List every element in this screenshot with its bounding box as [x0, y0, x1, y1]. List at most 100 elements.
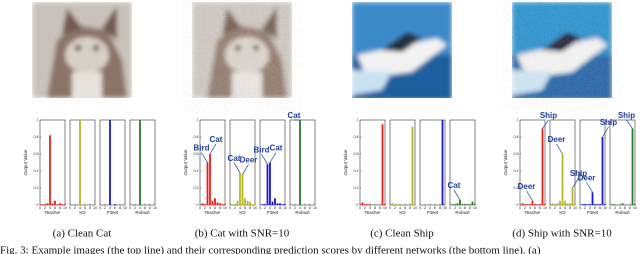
y-tick-label: 1 — [357, 118, 359, 122]
bar — [271, 201, 274, 205]
bar — [251, 204, 254, 205]
y-axis-label: Output Value — [183, 149, 188, 175]
bar — [366, 204, 369, 205]
subplot-label: KD — [399, 210, 406, 215]
x-tick-label: 6 — [274, 206, 276, 210]
bar — [589, 204, 591, 205]
bar — [361, 202, 364, 205]
x-tick-label: 10 — [123, 206, 127, 210]
y-tick-label: 0.6 — [514, 152, 519, 156]
bar — [611, 204, 614, 205]
subplot-label: Robust — [135, 210, 150, 215]
x-tick-label: 0 — [519, 206, 521, 210]
x-tick-label: 6 — [374, 206, 376, 210]
annotation-arrow — [572, 177, 579, 189]
bar — [279, 203, 281, 205]
x-tick-label: 2 — [424, 206, 426, 210]
axes-frame — [449, 119, 476, 206]
bar — [224, 204, 226, 205]
x-tick-label: 4 — [209, 206, 211, 210]
x-tick-label: 8 — [539, 206, 541, 210]
x-tick-label: 2 — [234, 206, 236, 210]
x-tick-label: 10 — [633, 206, 637, 210]
x-tick-label: 2 — [134, 206, 136, 210]
axes-frame — [199, 119, 226, 206]
bar — [556, 203, 559, 205]
x-tick-label: 6 — [564, 206, 566, 210]
annotation: Deer — [240, 156, 258, 165]
x-tick-label: 2 — [204, 206, 206, 210]
x-tick-label: 8 — [59, 206, 61, 210]
bar — [621, 203, 624, 205]
y-tick-label: 0.8 — [194, 135, 199, 139]
bar — [209, 154, 211, 205]
bar — [231, 204, 234, 205]
x-tick-label: 10 — [93, 206, 97, 210]
x-tick-label: 0 — [129, 206, 131, 210]
x-tick-label: 8 — [469, 206, 471, 210]
blurred — [32, 2, 132, 98]
bar — [469, 204, 471, 205]
x-tick-label: 4 — [619, 206, 621, 210]
bar — [459, 199, 461, 205]
bar — [596, 204, 599, 205]
bar — [281, 204, 284, 205]
axes-frame — [359, 119, 386, 206]
cabin — [382, 32, 422, 52]
x-tick-label: 10 — [443, 206, 447, 210]
axes-frame — [99, 119, 126, 206]
subplot-label: Teacher — [364, 210, 381, 215]
photo-content — [32, 2, 132, 98]
bar — [264, 204, 266, 205]
y-tick-label: 0.4 — [34, 169, 39, 173]
annotation: Deer — [548, 135, 566, 144]
annotation: Ship — [570, 169, 587, 178]
y-axis-label: Output Value — [503, 149, 508, 175]
bar — [206, 162, 209, 205]
x-tick-label: 8 — [629, 206, 631, 210]
bar — [441, 120, 444, 205]
x-tick-label: 2 — [74, 206, 76, 210]
x-tick-label: 2 — [104, 206, 106, 210]
bar — [604, 204, 606, 205]
bar — [249, 201, 251, 205]
bar — [554, 204, 556, 205]
x-tick-label: 8 — [569, 206, 571, 210]
annotation-arrow — [242, 164, 249, 175]
blurred — [352, 2, 452, 98]
bar — [64, 204, 66, 205]
x-tick-label: 0 — [259, 206, 261, 210]
cat-face — [65, 37, 109, 73]
y-tick-label: 0 — [357, 203, 359, 207]
blurred — [512, 2, 612, 98]
x-tick-label: 0 — [449, 206, 451, 210]
panel-caption: (c) Clean Ship — [370, 228, 434, 240]
bar — [466, 204, 469, 205]
x-tick-label: 4 — [239, 206, 241, 210]
panel-caption: (b) Cat with SNR=10 — [195, 228, 290, 240]
y-tick-label: 0.2 — [514, 186, 519, 190]
x-tick-label: 4 — [589, 206, 591, 210]
x-tick-label: 2 — [364, 206, 366, 210]
subplot: 0 2 4 6 8 10 Fitnet — [419, 119, 447, 215]
y-axis-label: Output Value — [23, 149, 28, 175]
x-tick-label: 6 — [84, 206, 86, 210]
bar — [584, 204, 586, 205]
bar — [236, 200, 239, 205]
bar — [569, 203, 571, 205]
bar — [456, 203, 459, 205]
bar — [49, 135, 51, 205]
y-tick-label: 0.8 — [354, 135, 359, 139]
bar — [284, 204, 286, 205]
bar — [369, 204, 371, 205]
y-tick-label: 0.6 — [34, 152, 39, 156]
annotation-arrow — [261, 154, 268, 165]
bar — [59, 203, 61, 205]
x-tick-label: 10 — [283, 206, 287, 210]
x-tick-label: 0 — [549, 206, 551, 210]
x-tick-label: 6 — [214, 206, 216, 210]
bar — [586, 204, 589, 205]
